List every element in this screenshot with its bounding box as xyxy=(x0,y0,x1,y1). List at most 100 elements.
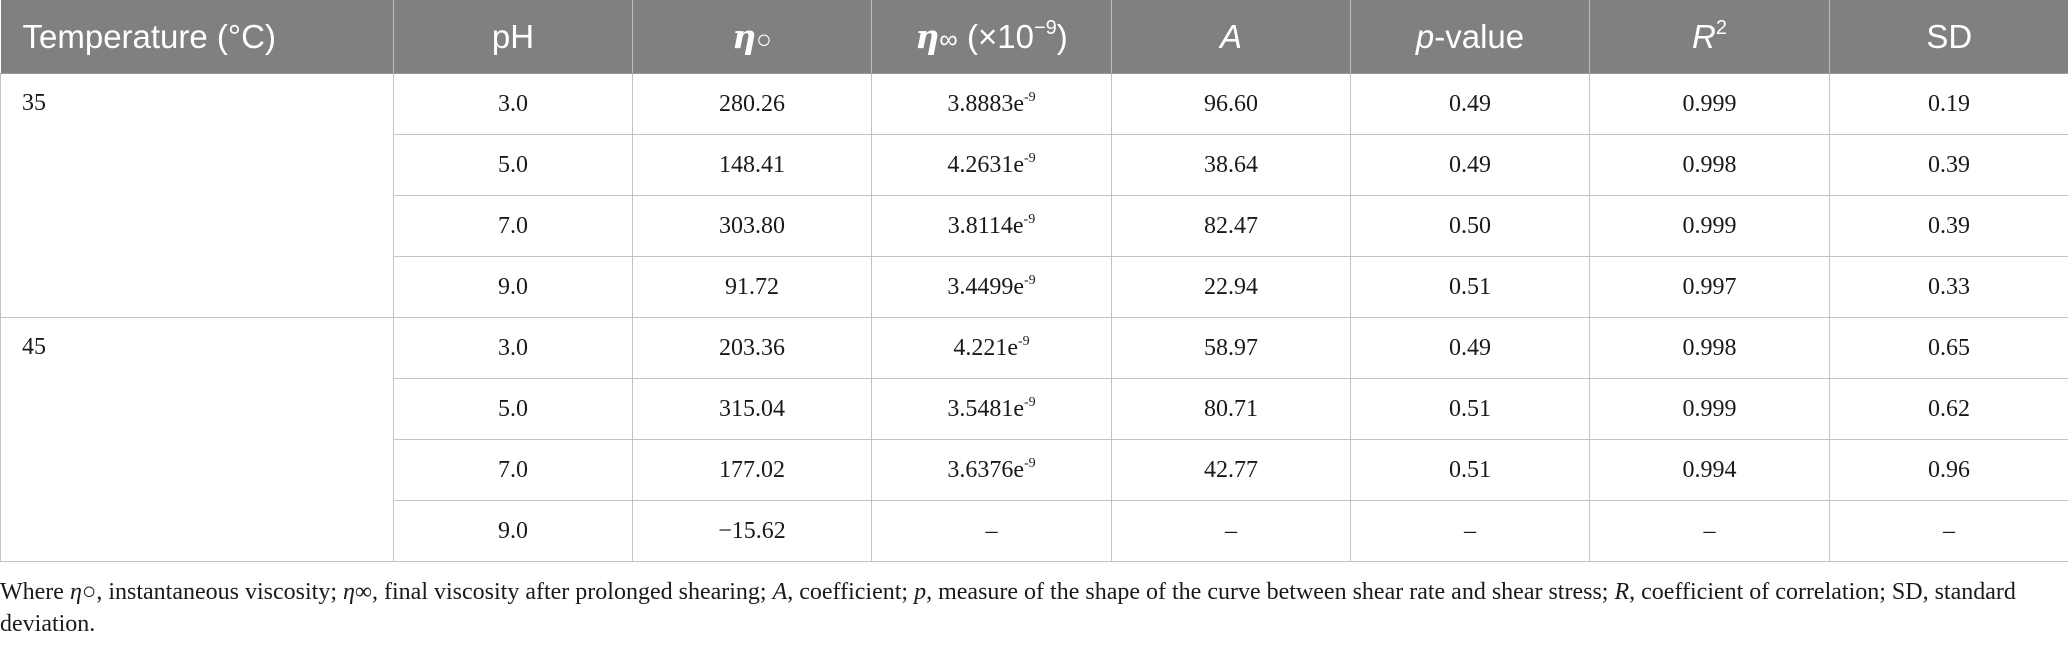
cell-eta0: 303.80 xyxy=(632,195,872,257)
etainf-exponent: -9 xyxy=(1017,333,1030,349)
cell-sd: – xyxy=(1829,500,2068,562)
table-footnote: Where η○, instantaneous viscosity; η∞, f… xyxy=(0,576,2040,640)
cell-p-value: – xyxy=(1350,500,1590,562)
cell-a: 82.47 xyxy=(1111,195,1351,257)
cell-sd: 0.39 xyxy=(1829,195,2068,257)
header-temperature: Temperature (°C) xyxy=(0,0,394,74)
table-row: 7.0 303.80 3.8114e-9 82.47 0.50 0.999 0.39 xyxy=(1,195,2068,257)
cell-r-squared: 0.998 xyxy=(1589,134,1830,196)
a-symbol: A xyxy=(1219,17,1242,55)
cell-sd: 0.19 xyxy=(1829,73,2068,135)
etainf-mantissa: 3.4499e xyxy=(947,273,1024,300)
footnote-symbol-r: R xyxy=(1614,579,1630,605)
footnote-text: ∞, final viscosity after prolonged shear… xyxy=(354,579,773,605)
p-symbol: p xyxy=(1415,17,1435,55)
cell-sd: 0.65 xyxy=(1829,317,2068,379)
header-ph: pH xyxy=(393,0,633,74)
cell-ph: 7.0 xyxy=(393,195,633,257)
footnote-text: , coefficient of correlation; SD, standa… xyxy=(0,579,2016,637)
cell-temperature: 35 xyxy=(0,73,394,318)
etainf-exponent: -9 xyxy=(1023,89,1036,105)
etainf-symbol: η xyxy=(915,17,940,56)
etainf-unit-prefix: (×10 xyxy=(957,18,1034,55)
footnote-symbol-eta: η xyxy=(343,579,355,605)
cell-sd: 0.96 xyxy=(1829,439,2068,501)
footnote-text: , coefficient; xyxy=(787,579,915,605)
cell-eta-infinity: 3.5481e-9 xyxy=(871,378,1112,440)
r-exponent: 2 xyxy=(1715,16,1727,39)
footnote-text: , measure of the shape of the curve betw… xyxy=(926,579,1615,605)
cell-r-squared: – xyxy=(1589,500,1830,562)
cell-ph: 9.0 xyxy=(393,500,633,562)
cell-a: 80.71 xyxy=(1111,378,1351,440)
cell-eta0: 280.26 xyxy=(632,73,872,135)
cell-eta0: −15.62 xyxy=(632,500,872,562)
cell-p-value: 0.50 xyxy=(1350,195,1590,257)
header-eta-infinity: η∞ (×10−9) xyxy=(871,0,1112,74)
cell-eta-infinity: 3.4499e-9 xyxy=(871,256,1112,318)
cell-r-squared: 0.999 xyxy=(1589,195,1830,257)
cell-a: – xyxy=(1111,500,1351,562)
cell-p-value: 0.49 xyxy=(1350,134,1590,196)
table-body: 35 3.0 280.26 3.8883e-9 96.60 0.49 0.999 0.19 5.… xyxy=(0,73,2068,562)
p-value-rest: -value xyxy=(1434,17,1525,55)
cell-eta-infinity: – xyxy=(871,500,1112,562)
header-eta0: η○ xyxy=(632,0,872,74)
footnote-symbol-a: A xyxy=(772,579,788,605)
etainf-exponent: -9 xyxy=(1023,455,1036,471)
viscosity-table: Temperature (°C) pH η○ η∞ (×10−9) A p-va… xyxy=(0,0,2068,562)
etainf-unit-exponent: −9 xyxy=(1033,17,1057,39)
cell-ph: 5.0 xyxy=(393,134,633,196)
table-row: 45 3.0 203.36 4.221e-9 58.97 0.49 0.998 0.65 xyxy=(0,317,2068,562)
etainf-mantissa: 4.221e xyxy=(953,334,1018,361)
cell-sd: 0.39 xyxy=(1829,134,2068,196)
cell-r-squared: 0.999 xyxy=(1589,73,1830,135)
header-sd: SD xyxy=(1829,0,2068,74)
footnote-symbol-p: p xyxy=(914,579,927,605)
cell-ph: 7.0 xyxy=(393,439,633,501)
cell-r-squared: 0.998 xyxy=(1589,317,1830,379)
cell-eta-infinity: 3.6376e-9 xyxy=(871,439,1112,501)
cell-eta0: 177.02 xyxy=(632,439,872,501)
table-row: 9.0 −15.62– – – – – xyxy=(1,500,2068,562)
cell-ph: 3.0 xyxy=(393,73,633,135)
header-r-squared: R2 xyxy=(1589,0,1830,74)
cell-ph: 3.0 xyxy=(393,317,633,379)
cell-eta-infinity: 3.8883e-9 xyxy=(871,73,1112,135)
header-p-value: p-value xyxy=(1350,0,1590,74)
eta0-subscript: ○ xyxy=(756,24,772,54)
table-row: 35 3.0 280.26 3.8883e-9 96.60 0.49 0.999 0.19 xyxy=(0,73,2068,318)
cell-eta0: 148.41 xyxy=(632,134,872,196)
cell-a: 42.77 xyxy=(1111,439,1351,501)
cell-p-value: 0.51 xyxy=(1350,439,1590,501)
etainf-exponent: -9 xyxy=(1023,272,1036,288)
cell-eta0: 91.72 xyxy=(632,256,872,318)
header-a: A xyxy=(1111,0,1351,74)
etainf-exponent: -9 xyxy=(1023,211,1036,227)
footnote-text: ○, instantaneous viscosity; xyxy=(81,579,343,605)
cell-p-value: 0.51 xyxy=(1350,256,1590,318)
cell-temperature: 45 xyxy=(0,317,394,562)
etainf-mantissa: 3.5481e xyxy=(947,395,1024,422)
data-table-container: Temperature (°C) pH η○ η∞ (×10−9) A p-va… xyxy=(0,0,2068,562)
etainf-mantissa: 3.8114e xyxy=(947,212,1024,239)
cell-eta-infinity: 4.221e-9 xyxy=(871,317,1112,379)
cell-a: 22.94 xyxy=(1111,256,1351,318)
cell-r-squared: 0.994 xyxy=(1589,439,1830,501)
etainf-mantissa: 3.8883e xyxy=(947,90,1024,117)
etainf-mantissa: 3.6376e xyxy=(947,456,1024,483)
cell-p-value: 0.49 xyxy=(1350,73,1590,135)
etainf-subscript: ∞ xyxy=(939,24,958,54)
cell-eta-infinity: 3.8114e-9 xyxy=(871,195,1112,257)
cell-p-value: 0.51 xyxy=(1350,378,1590,440)
etainf-exponent: -9 xyxy=(1023,394,1036,410)
cell-a: 96.60 xyxy=(1111,73,1351,135)
table-row: 5.0 148.41 4.2631e-9 38.64 0.49 0.998 0.39 xyxy=(1,134,2068,196)
cell-ph: 9.0 xyxy=(393,256,633,318)
etainf-unit-suffix: ) xyxy=(1056,18,1068,55)
etainf-mantissa: 4.2631e xyxy=(947,151,1024,178)
eta0-symbol: η xyxy=(732,17,757,56)
cell-eta0: 315.04 xyxy=(632,378,872,440)
footnote-text: Where xyxy=(0,579,70,605)
r-symbol: R xyxy=(1692,17,1716,55)
